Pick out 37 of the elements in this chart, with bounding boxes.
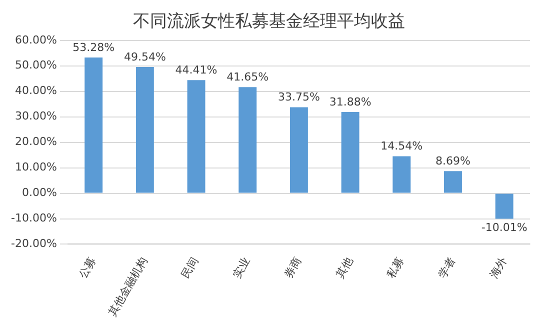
data-label: -10.01% [481, 221, 528, 234]
data-label: 49.54% [124, 50, 166, 64]
x-tick-label: 学者 [436, 254, 458, 281]
data-label: 53.28% [72, 40, 115, 54]
x-tick-label: 券商 [282, 254, 304, 281]
x-tick-label: 实业 [230, 254, 253, 281]
y-tick-label: 30.00% [14, 110, 57, 123]
y-tick-label: -20.00% [10, 237, 57, 250]
x-tick-label: 其他金融机构 [106, 254, 150, 319]
data-label: 41.65% [226, 70, 269, 84]
y-tick-label: -10.00% [10, 212, 57, 225]
x-tick-label: 公募 [76, 254, 99, 281]
y-tick-label: 50.00% [14, 58, 57, 72]
x-tick-label: 私募 [384, 254, 407, 281]
bar [238, 87, 257, 193]
y-tick-label: 40.00% [14, 84, 57, 98]
bar [290, 107, 308, 193]
bar [136, 67, 154, 193]
y-tick-label: 20.00% [14, 135, 57, 148]
x-tick-label: 海外 [487, 254, 510, 281]
bar [444, 171, 462, 193]
bar [84, 58, 103, 193]
bar [341, 112, 360, 193]
bar [495, 194, 514, 219]
data-label: 14.54% [380, 140, 423, 153]
y-tick-label: 60.00% [14, 33, 57, 46]
chart-title: 不同流派女性私募基金经理平均收益 [133, 12, 405, 32]
y-tick-label: 0.00% [22, 186, 57, 200]
bar [187, 80, 206, 193]
bar [392, 156, 411, 193]
data-label: 33.75% [278, 90, 320, 104]
data-label: 31.88% [329, 95, 372, 108]
y-tick-label: 10.00% [14, 160, 57, 174]
data-label: 44.41% [175, 63, 218, 76]
x-tick-label: 民间 [179, 254, 202, 281]
data-label: 8.69% [436, 154, 470, 168]
x-tick-label: 其他 [333, 254, 356, 281]
